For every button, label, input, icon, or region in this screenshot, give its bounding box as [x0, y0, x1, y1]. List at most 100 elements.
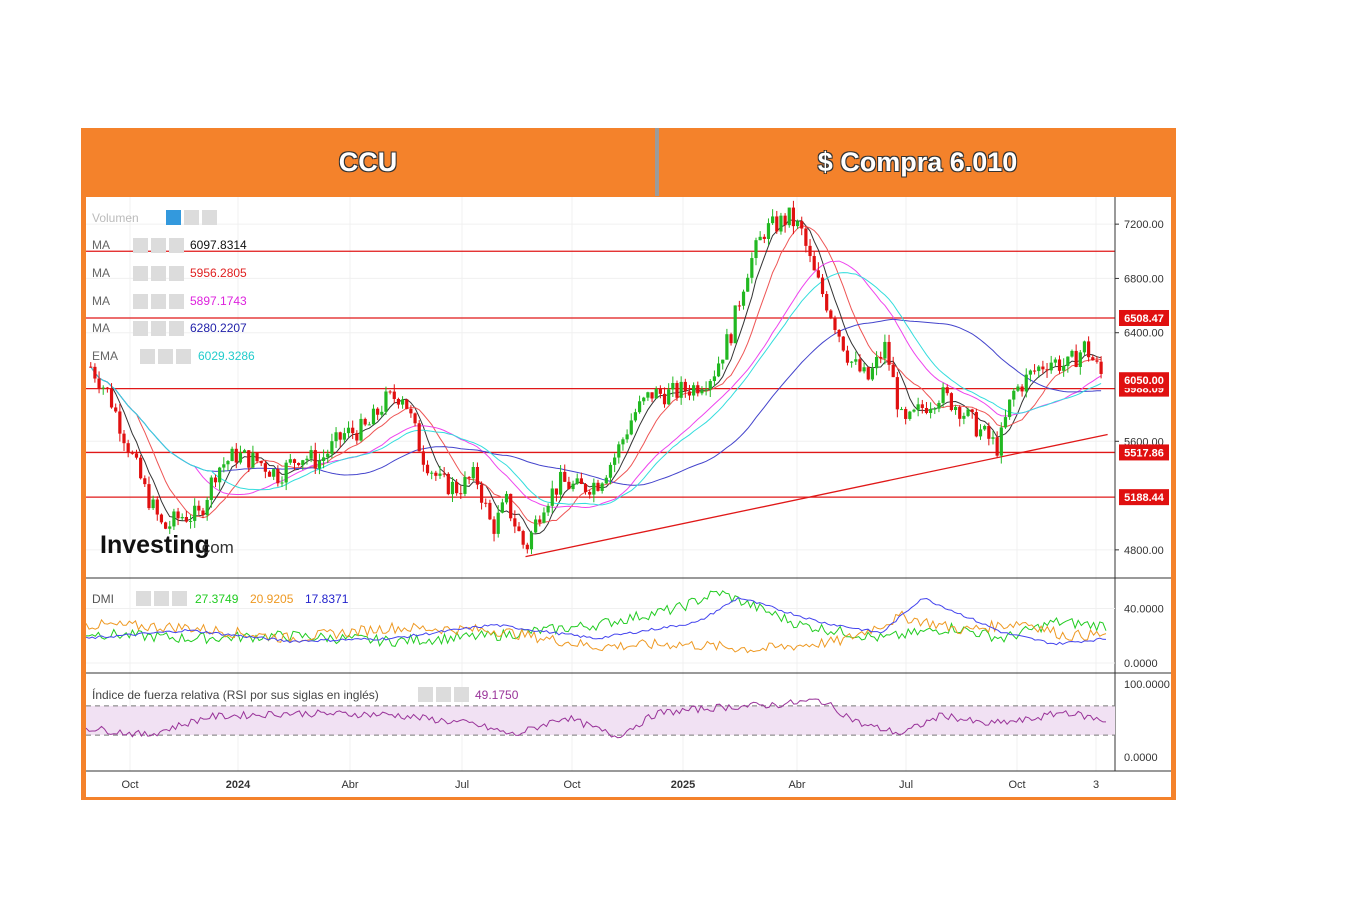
candle: [854, 359, 858, 362]
candle: [421, 451, 425, 465]
candle: [646, 392, 650, 398]
price-header: $ Compra 6.010: [659, 128, 1176, 196]
candle: [546, 505, 550, 513]
settings-icon[interactable]: [418, 687, 433, 702]
dmi-tick-label: 40.0000: [1124, 603, 1164, 615]
candle: [825, 294, 829, 311]
candle: [741, 291, 746, 306]
candle: [176, 511, 180, 519]
gear-icon[interactable]: [158, 349, 173, 364]
candle: [234, 448, 238, 463]
candle: [588, 491, 592, 495]
candle: [608, 464, 613, 478]
candle: [534, 519, 538, 533]
gear-icon[interactable]: [151, 321, 166, 336]
dmi-plus-line: [86, 590, 1107, 647]
indicator-value: 5956.2805: [190, 266, 247, 280]
settings-icon[interactable]: [140, 349, 155, 364]
candle: [297, 462, 301, 466]
volume-label: Volumen: [92, 211, 139, 225]
candle: [417, 423, 421, 452]
candle: [542, 512, 546, 523]
indicator-value: 6029.3286: [198, 349, 255, 363]
trendline: [525, 433, 1108, 558]
candle: [351, 427, 355, 434]
candle: [280, 482, 284, 484]
candle: [592, 482, 596, 495]
moving-averages: [90, 219, 1102, 535]
candle: [222, 464, 226, 468]
candle: [800, 221, 804, 229]
candle: [583, 483, 588, 492]
gear-icon[interactable]: [151, 238, 166, 253]
candle: [783, 215, 787, 226]
settings-icon[interactable]: [166, 210, 181, 225]
close-icon[interactable]: [172, 591, 187, 606]
candle: [991, 437, 995, 439]
candle: [550, 488, 554, 506]
candle: [845, 350, 850, 363]
last-price-tag-bg: [1119, 372, 1169, 389]
settings-icon[interactable]: [133, 321, 148, 336]
candle: [858, 359, 862, 372]
candle: [1024, 374, 1028, 392]
close-icon[interactable]: [169, 238, 184, 253]
candle: [355, 433, 359, 441]
settings-icon[interactable]: [133, 266, 148, 281]
candle: [238, 452, 243, 463]
candle: [259, 461, 263, 464]
candle: [484, 502, 488, 504]
candle: [338, 432, 342, 440]
gear-icon[interactable]: [151, 266, 166, 281]
candle: [342, 433, 346, 440]
candle: [879, 356, 883, 359]
gear-icon[interactable]: [436, 687, 451, 702]
candle: [816, 270, 820, 278]
rsi-label: Índice de fuerza relativa (RSI por sus s…: [92, 687, 379, 702]
close-icon[interactable]: [169, 294, 184, 309]
candle: [309, 450, 313, 459]
candle: [118, 411, 122, 434]
gear-icon[interactable]: [151, 294, 166, 309]
close-icon[interactable]: [202, 210, 217, 225]
close-icon[interactable]: [169, 321, 184, 336]
gear-icon[interactable]: [154, 591, 169, 606]
candle: [771, 216, 775, 224]
candle: [1028, 370, 1033, 375]
candle: [500, 502, 504, 513]
candle: [729, 334, 733, 344]
settings-icon[interactable]: [136, 591, 151, 606]
candle: [276, 469, 280, 484]
candle: [999, 427, 1003, 456]
candle: [267, 471, 272, 477]
candle: [301, 460, 305, 466]
gear-icon[interactable]: [184, 210, 199, 225]
candle: [1070, 350, 1074, 357]
settings-icon[interactable]: [133, 238, 148, 253]
candle: [1037, 366, 1041, 372]
candle: [159, 514, 164, 523]
candle: [779, 215, 783, 232]
close-icon[interactable]: [169, 266, 184, 281]
candle: [704, 389, 708, 391]
settings-icon[interactable]: [133, 294, 148, 309]
candle: [933, 408, 937, 410]
candle: [721, 359, 725, 364]
candle: [870, 368, 875, 380]
candle: [904, 409, 908, 419]
candle: [168, 526, 172, 529]
x-tick-label: Jul: [455, 779, 469, 791]
close-icon[interactable]: [176, 349, 191, 364]
dmi-minus-value: 20.9205: [250, 592, 294, 606]
ma-line-xlong: [90, 318, 1102, 486]
candle: [675, 382, 679, 398]
candle: [712, 376, 717, 382]
close-icon[interactable]: [454, 687, 469, 702]
candle: [467, 477, 471, 479]
candle: [517, 526, 521, 532]
candle: [974, 412, 978, 437]
candle: [425, 464, 430, 474]
candle: [662, 393, 667, 405]
